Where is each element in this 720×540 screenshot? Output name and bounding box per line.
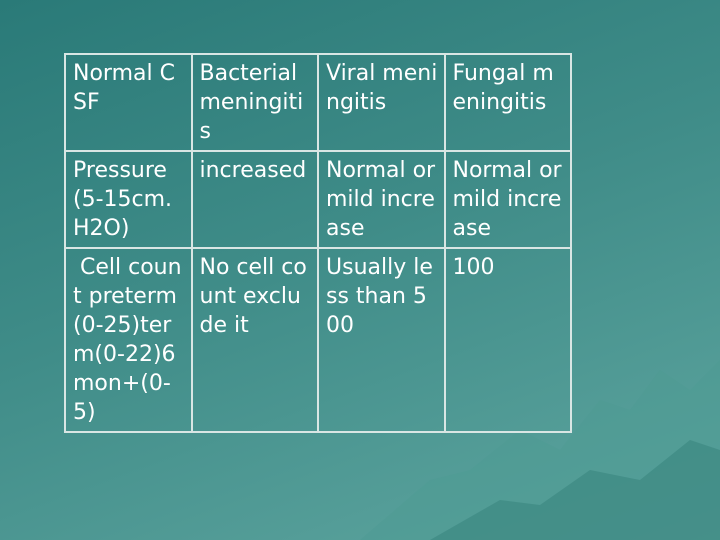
table-cell: Cell count preterm(0-25)term(0-22)6mon+(…: [64, 247, 193, 433]
table-row: Pressure (5-15cm.H2O) increased Normal o…: [64, 150, 572, 249]
table-header-row: Normal CSF Bacterial meningitis Viral me…: [64, 53, 572, 152]
table-cell: increased: [190, 150, 319, 249]
table-row: Cell count preterm(0-25)term(0-22)6mon+(…: [64, 247, 572, 433]
header-cell: Normal CSF: [64, 53, 193, 152]
table-cell: Normal or mild increase: [443, 150, 572, 249]
header-cell: Fungal meningitis: [443, 53, 572, 152]
header-cell: Bacterial meningitis: [190, 53, 319, 152]
table-cell: Pressure (5-15cm.H2O): [64, 150, 193, 249]
csf-comparison-table: Normal CSF Bacterial meningitis Viral me…: [64, 53, 572, 433]
table-cell: Usually less than 500: [317, 247, 446, 433]
table-cell: Normal or mild increase: [317, 150, 446, 249]
table-cell: No cell count exclude it: [190, 247, 319, 433]
header-cell: Viral meningitis: [317, 53, 446, 152]
table-cell: 100: [443, 247, 572, 433]
